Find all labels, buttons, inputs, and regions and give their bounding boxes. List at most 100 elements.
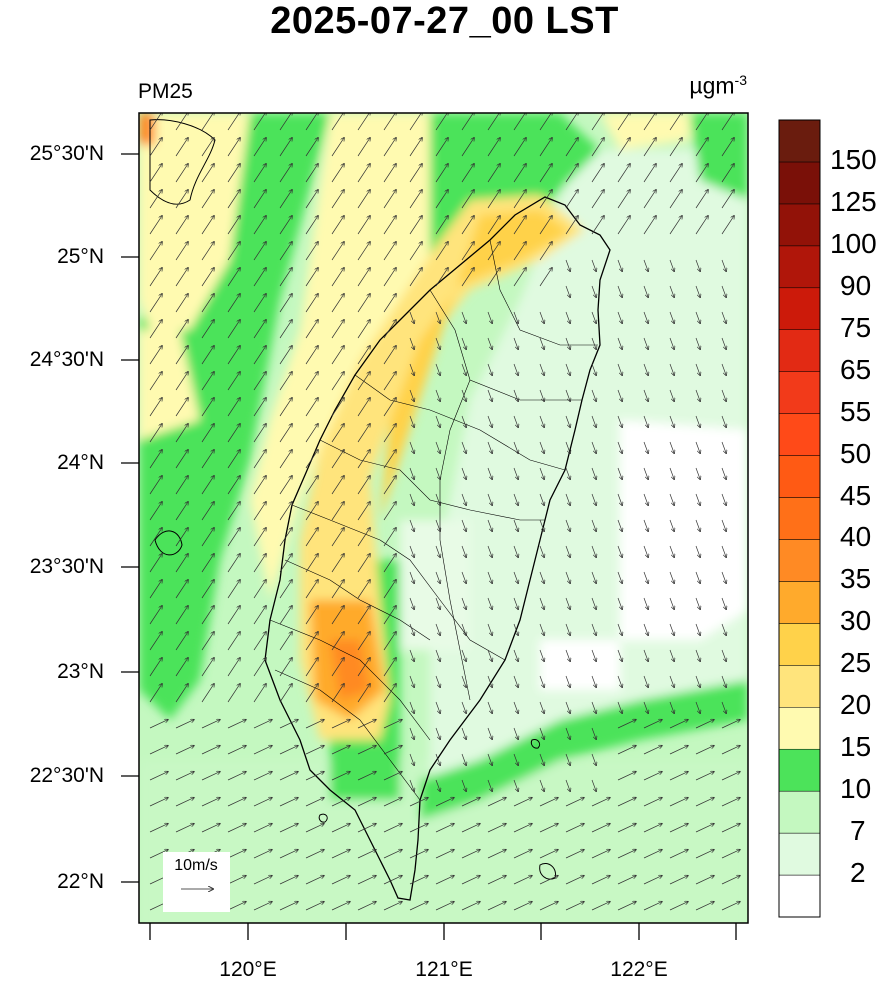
wind-arrow — [409, 242, 422, 261]
wind-arrow — [435, 545, 440, 557]
wind-arrow — [643, 850, 662, 859]
colorbar-box — [778, 287, 821, 330]
wind-arrow — [513, 727, 518, 739]
wind-arrow — [565, 190, 578, 209]
wind-arrow — [357, 746, 376, 755]
wind-arrow — [487, 415, 492, 427]
wind-arrow — [721, 746, 740, 755]
wind-arrow — [591, 779, 596, 791]
wind-arrow — [227, 294, 240, 313]
wind-arrow — [617, 571, 622, 583]
wind-arrow — [227, 372, 240, 391]
wind-arrow — [643, 902, 662, 911]
wind-arrow — [513, 753, 518, 765]
wind-arrow — [149, 528, 162, 547]
wind-arrow — [279, 632, 292, 651]
wind-arrow — [149, 554, 162, 573]
wind-arrow — [253, 632, 266, 651]
wind-arrow — [461, 389, 466, 401]
wind-arrow — [435, 268, 448, 287]
colorbar-box — [778, 329, 821, 372]
wind-arrow — [357, 450, 370, 469]
wind-arrow — [565, 337, 570, 349]
wind-arrow — [591, 571, 596, 583]
wind-arrow — [357, 346, 370, 365]
wind-arrow — [435, 441, 440, 453]
wind-arrow — [617, 597, 622, 609]
wind-arrow — [305, 528, 318, 547]
wind-arrow — [565, 311, 570, 323]
colorbar-box — [778, 245, 821, 289]
wind-arrow — [591, 216, 604, 235]
wind-arrow — [305, 320, 318, 339]
wind-arrow — [487, 571, 492, 583]
colorbar-box — [778, 413, 821, 456]
variable-label: PM25 — [138, 80, 193, 103]
wind-arrow — [487, 190, 500, 209]
wind-arrow — [357, 720, 376, 729]
wind-arrow — [409, 876, 428, 885]
wind-arrow — [487, 337, 492, 349]
wind-arrow — [513, 597, 518, 609]
wind-arrow — [331, 476, 344, 495]
wind-arrow — [409, 337, 414, 349]
wind-arrow — [669, 113, 682, 131]
wind-arrow — [487, 441, 492, 453]
wind-arrow — [565, 164, 578, 183]
wind-arrow — [721, 597, 726, 609]
wind-arrow — [201, 113, 214, 131]
wind-arrow — [383, 720, 402, 729]
wind-arrow — [357, 850, 376, 859]
wind-arrow — [539, 701, 544, 713]
wind-arrow — [591, 389, 596, 401]
wind-arrow — [409, 597, 414, 609]
wind-arrow — [331, 580, 344, 599]
wind-arrow — [409, 190, 422, 209]
wind-arrow — [539, 571, 544, 583]
wind-arrow — [331, 746, 350, 755]
wind-arrow — [227, 798, 246, 807]
colorbar-label: 75 — [840, 311, 872, 343]
wind-arrow — [175, 798, 194, 807]
wind-arrow — [383, 876, 402, 885]
wind-arrow — [331, 424, 344, 443]
wind-arrow — [253, 268, 266, 287]
wind-arrow — [695, 337, 700, 349]
wind-arrow — [513, 824, 532, 833]
wind-arrow — [565, 259, 570, 271]
wind-arrow — [331, 606, 344, 625]
wind-arrow — [721, 285, 726, 297]
wind-arrow — [357, 164, 370, 183]
wind-arrow — [695, 285, 700, 297]
wind-arrow — [409, 216, 422, 235]
wind-arrow — [227, 606, 240, 625]
wind-arrow — [461, 798, 480, 807]
wind-arrow — [305, 268, 318, 287]
wind-arrow — [253, 502, 266, 521]
wind-arrow — [669, 138, 682, 157]
wind-arrow — [565, 649, 570, 661]
wind-arrow — [253, 554, 266, 573]
wind-arrow — [643, 675, 648, 687]
wind-arrow — [201, 190, 214, 209]
wind-arrow — [331, 268, 344, 287]
wind-arrow — [669, 164, 682, 183]
wind-arrow — [461, 675, 466, 687]
lat-label-23n: 23°N — [57, 660, 104, 683]
wind-arrow — [435, 242, 448, 261]
lon-label-121e: 121°E — [415, 958, 473, 981]
wind-arrow — [201, 216, 214, 235]
wind-arrow — [669, 259, 674, 271]
wind-arrow — [487, 242, 500, 261]
wind-arrow — [565, 753, 570, 765]
wind-arrow — [357, 242, 370, 261]
colorbar-box — [778, 748, 821, 792]
wind-arrow — [331, 216, 344, 235]
wind-arrow — [591, 363, 596, 375]
wind-arrow — [721, 190, 734, 209]
wind-arrow — [643, 824, 662, 833]
wind-arrow — [695, 902, 714, 911]
wind-arrow — [305, 164, 318, 183]
lat-label-22n: 22°N — [57, 870, 104, 893]
wind-arrow — [591, 285, 596, 297]
